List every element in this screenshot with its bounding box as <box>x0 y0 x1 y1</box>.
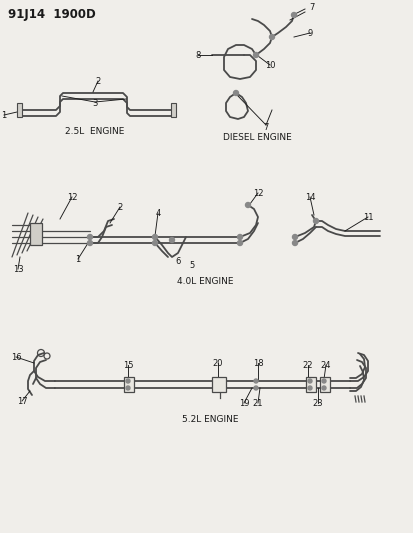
Circle shape <box>292 235 297 239</box>
Text: 11: 11 <box>362 213 373 222</box>
Text: 3: 3 <box>92 99 97 108</box>
Text: 5.2L ENGINE: 5.2L ENGINE <box>181 415 237 424</box>
Text: 6: 6 <box>175 256 180 265</box>
Text: 1: 1 <box>1 110 7 119</box>
Text: 23: 23 <box>312 399 323 408</box>
Circle shape <box>169 238 174 243</box>
Text: 24: 24 <box>320 360 330 369</box>
Circle shape <box>292 240 297 246</box>
Text: 7: 7 <box>309 3 314 12</box>
Circle shape <box>253 52 258 58</box>
Text: 91J14  1900D: 91J14 1900D <box>8 8 95 21</box>
Text: 1: 1 <box>75 254 81 263</box>
Circle shape <box>307 379 311 383</box>
Text: 21: 21 <box>252 399 263 408</box>
Circle shape <box>233 91 238 95</box>
Text: 4.0L ENGINE: 4.0L ENGINE <box>176 277 233 286</box>
Circle shape <box>313 219 318 223</box>
Circle shape <box>237 240 242 246</box>
Text: 2.5L  ENGINE: 2.5L ENGINE <box>65 126 124 135</box>
Circle shape <box>126 386 130 390</box>
Bar <box>211 377 225 392</box>
Text: 12: 12 <box>66 192 77 201</box>
Text: 2: 2 <box>95 77 100 85</box>
Bar <box>30 223 42 245</box>
Bar <box>319 377 329 392</box>
Circle shape <box>254 386 257 390</box>
Bar <box>171 103 176 117</box>
Text: 8: 8 <box>195 51 200 60</box>
Text: 17: 17 <box>17 397 27 406</box>
Bar <box>305 377 315 392</box>
Circle shape <box>152 235 157 239</box>
Bar <box>17 103 22 117</box>
Bar <box>124 377 134 392</box>
Circle shape <box>291 12 296 18</box>
Text: 4: 4 <box>155 208 160 217</box>
Text: 2: 2 <box>117 203 122 212</box>
Circle shape <box>87 235 92 239</box>
Text: 10: 10 <box>264 61 275 69</box>
Circle shape <box>237 235 242 239</box>
Circle shape <box>307 386 311 390</box>
Circle shape <box>245 203 250 207</box>
Text: 9: 9 <box>306 28 312 37</box>
Text: 22: 22 <box>302 360 313 369</box>
Circle shape <box>269 35 274 39</box>
Text: 16: 16 <box>11 352 21 361</box>
Text: 19: 19 <box>238 399 249 408</box>
Text: 15: 15 <box>122 360 133 369</box>
Circle shape <box>87 240 92 246</box>
Text: 14: 14 <box>304 192 314 201</box>
Circle shape <box>321 386 325 390</box>
Text: 7: 7 <box>263 123 268 132</box>
Text: 12: 12 <box>252 189 263 198</box>
Text: 20: 20 <box>212 359 223 367</box>
Text: DIESEL ENGINE: DIESEL ENGINE <box>222 133 291 141</box>
Circle shape <box>254 379 257 383</box>
Circle shape <box>126 379 130 383</box>
Text: 18: 18 <box>252 359 263 367</box>
Circle shape <box>321 379 325 383</box>
Circle shape <box>152 240 157 246</box>
Text: 5: 5 <box>189 261 194 270</box>
Text: 13: 13 <box>13 264 23 273</box>
